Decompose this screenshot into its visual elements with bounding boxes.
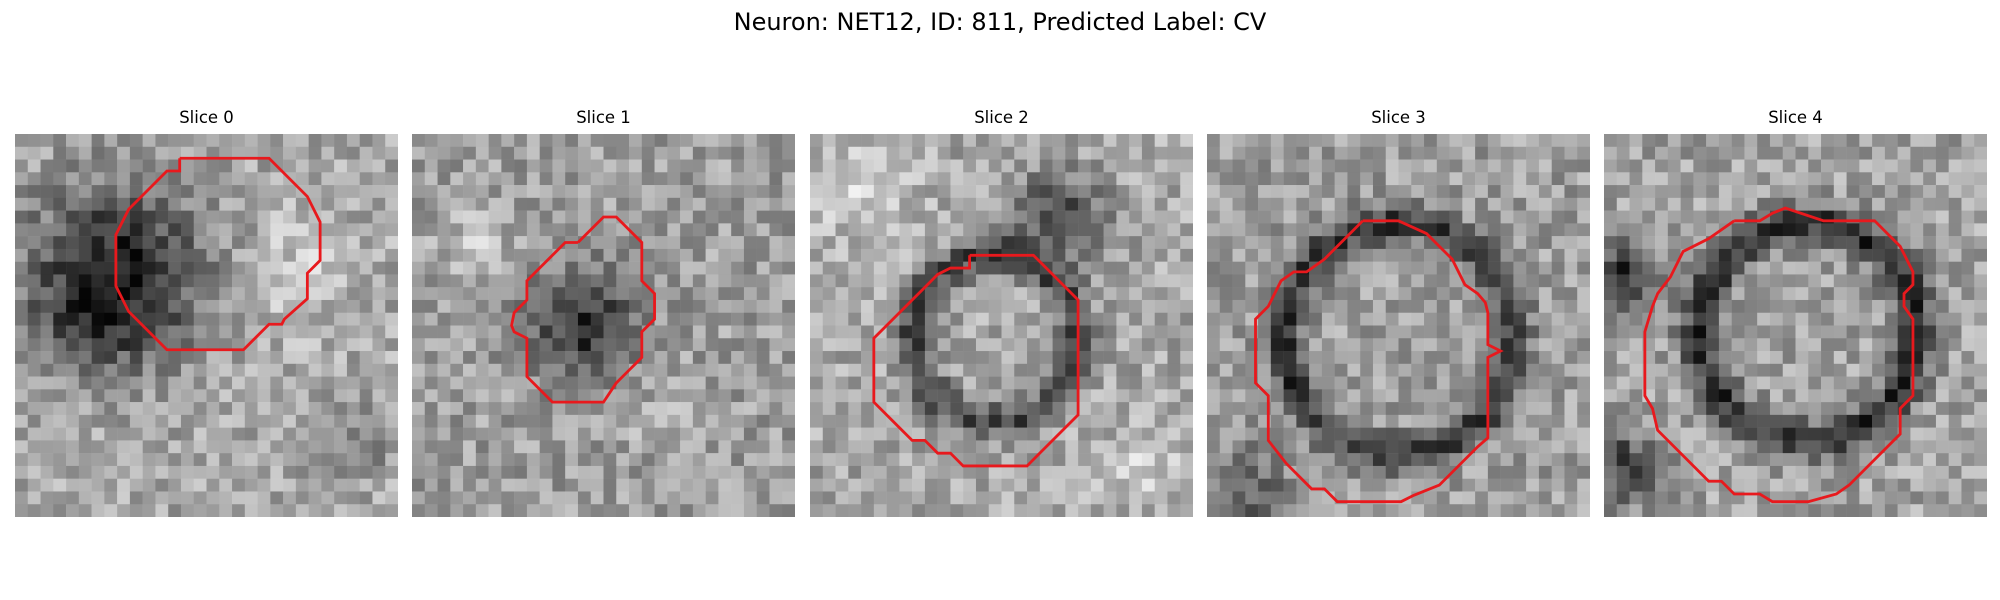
pixel-grid [412,134,795,517]
pixel-grid [1207,134,1590,517]
segmentation-contour [872,253,1080,468]
segmentation-contour [114,156,322,352]
slice-panel-2: Slice 2 [810,108,1193,517]
slice-image-3 [1207,134,1590,517]
slice-panel-1: Slice 1 [412,108,795,517]
pixel-grid [15,134,398,517]
slice-title-1: Slice 1 [576,108,631,127]
slice-title-3: Slice 3 [1371,108,1426,127]
figure-title: Neuron: NET12, ID: 811, Predicted Label:… [733,8,1267,36]
segmentation-contour [1254,219,1504,504]
slice-panel-4: Slice 4 [1604,108,1987,517]
slice-image-4 [1604,134,1987,517]
slice-panel-0: Slice 0 [15,108,398,517]
slice-title-0: Slice 0 [179,108,234,127]
pixel-grid [1604,134,1987,517]
slice-title-2: Slice 2 [974,108,1029,127]
slice-image-1 [412,134,795,517]
pixel-grid [810,134,1193,517]
segmentation-contour [510,215,656,404]
slice-title-4: Slice 4 [1768,108,1823,127]
segmentation-contour [1643,206,1915,504]
slice-image-0 [15,134,398,517]
slice-panel-3: Slice 3 [1207,108,1590,517]
slice-image-2 [810,134,1193,517]
